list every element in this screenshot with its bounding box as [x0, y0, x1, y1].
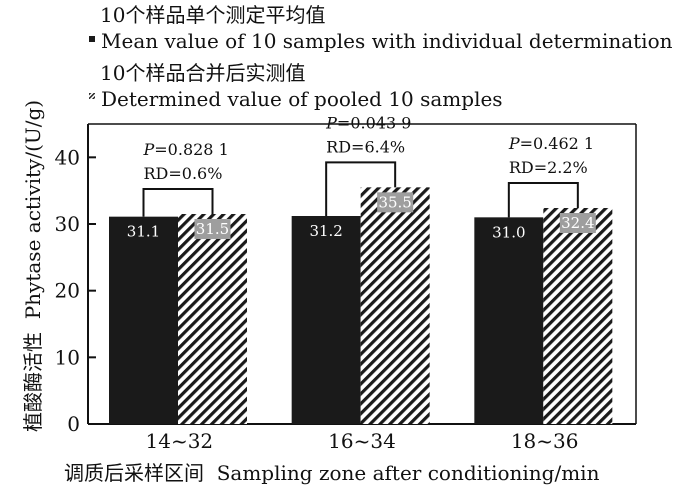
significance-bracket	[142, 188, 214, 217]
significance-bracket	[507, 182, 579, 218]
bar-value-label: 32.4	[561, 214, 594, 232]
bar-value-label-bg	[559, 213, 596, 233]
legend-series2-cn: 10个样品合并后实测值	[100, 61, 305, 85]
bar-value-label: 35.5	[378, 193, 411, 211]
bar-individual-mean	[109, 216, 178, 424]
y-tick-label: 40	[55, 145, 80, 169]
rd-label: RD=2.2%	[509, 158, 588, 177]
x-tick-label: 18~36	[511, 429, 579, 453]
rd-label: RD=0.6%	[144, 164, 223, 183]
x-axis-ticks: 14~32 16~34 18~36	[146, 429, 579, 453]
bar-pooled-value	[178, 214, 247, 424]
bar-value-label: 31.1	[127, 223, 160, 241]
legend: 10个样品单个测定平均值 Mean value of 10 samples wi…	[89, 3, 673, 111]
y-tick-label: 10	[55, 345, 80, 369]
bar-pooled-value	[543, 208, 613, 424]
legend-series1-swatch	[89, 36, 95, 42]
p-value-label: P=0.043 9	[325, 113, 411, 132]
bar-value-label: 31.2	[309, 222, 342, 240]
y-axis-ticks: 0 10 20 30 40	[55, 145, 96, 436]
bar-value-label: 31.0	[492, 223, 525, 241]
bar-individual-mean	[291, 216, 361, 424]
p-value-label: P=0.462 1	[508, 134, 594, 153]
p-value-label: P=0.828 1	[143, 140, 229, 159]
significance-annotations: P=0.828 1 RD=0.6% P=0.043 9 RD=6.4% P=0.462 …	[142, 113, 594, 218]
y-axis-label: 植酸酶活性 Phytase activity/(U/g)	[21, 100, 45, 432]
bar-value-label: 31.5	[196, 220, 229, 238]
rd-label: RD=6.4%	[326, 137, 405, 156]
legend-series2-swatch	[89, 93, 95, 99]
y-tick-label: 0	[67, 412, 80, 436]
x-tick-label: 14~32	[146, 429, 214, 453]
legend-series2-en: Determined value of pooled 10 samples	[101, 87, 503, 111]
legend-series1-en: Mean value of 10 samples with individual…	[101, 29, 673, 53]
bar-value-label-bg	[377, 192, 414, 213]
bar-value-label-bg	[194, 219, 231, 239]
bar-individual-mean	[474, 217, 544, 424]
y-tick-label: 30	[55, 212, 80, 236]
bars: 31.1 31.5 31.2 35.5 31.0 32.4	[109, 187, 613, 424]
bar-pooled-value	[360, 187, 430, 424]
y-tick-label: 20	[55, 279, 80, 303]
legend-series1-cn: 10个样品单个测定平均值	[100, 3, 325, 27]
significance-bracket	[325, 161, 397, 216]
x-axis-label: 调质后采样区间 Sampling zone after conditioning…	[64, 461, 600, 485]
x-tick-label: 16~34	[328, 429, 396, 453]
